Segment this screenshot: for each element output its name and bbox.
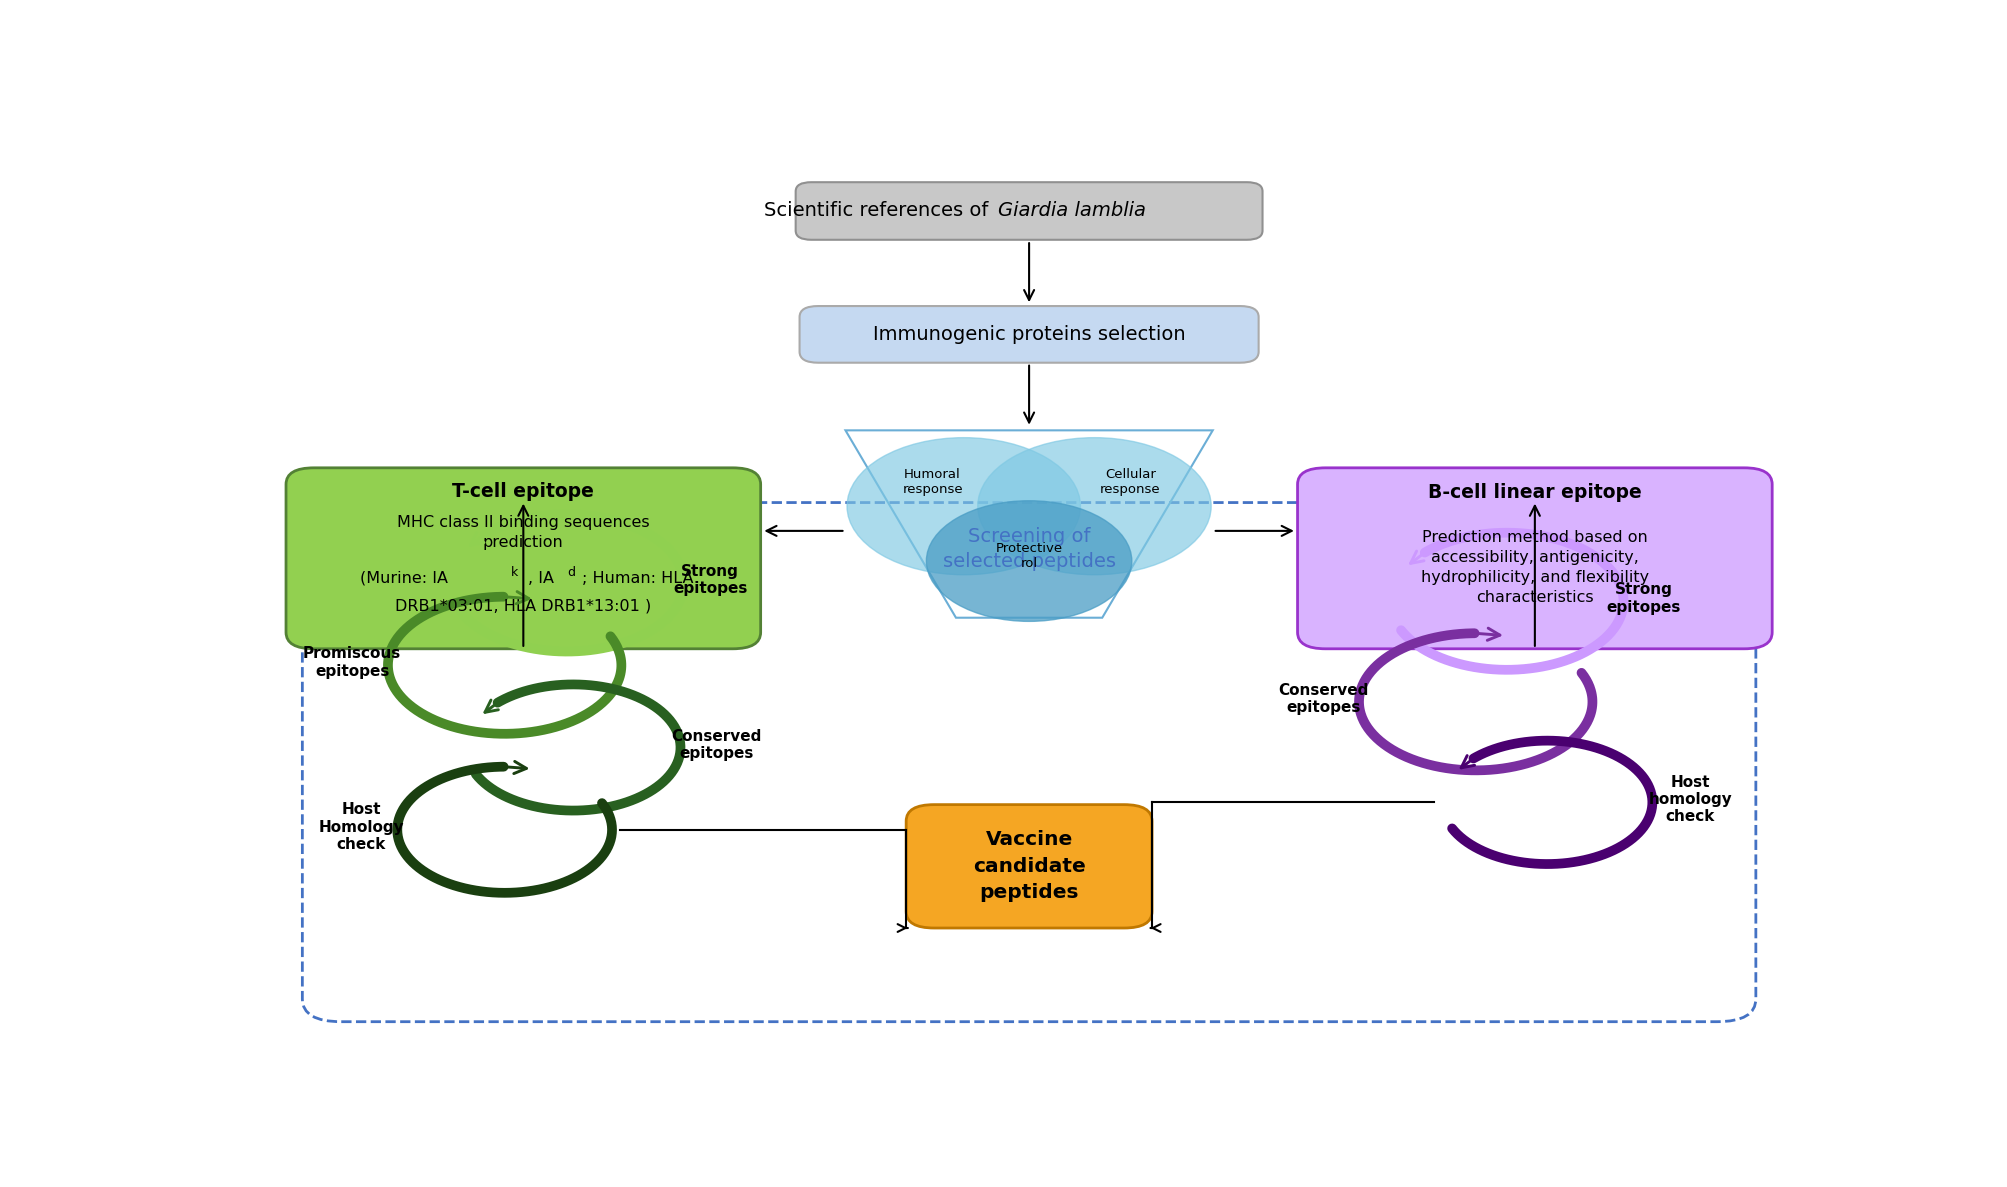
Text: Scientific references of: Scientific references of — [765, 202, 993, 221]
Circle shape — [977, 438, 1210, 575]
Text: Conserved
epitopes: Conserved epitopes — [670, 729, 761, 761]
Text: T-cell epitope: T-cell epitope — [452, 482, 594, 501]
Text: (Murine: IA: (Murine: IA — [359, 571, 448, 586]
Text: Cellular
response: Cellular response — [1100, 469, 1160, 496]
Text: Strong
epitopes: Strong epitopes — [672, 564, 747, 596]
Text: Protective
rol: Protective rol — [995, 541, 1062, 570]
Text: DRB1*03:01, HLA DRB1*13:01 ): DRB1*03:01, HLA DRB1*13:01 ) — [395, 598, 650, 614]
FancyBboxPatch shape — [795, 182, 1262, 240]
Text: ; Human: HLA: ; Human: HLA — [582, 571, 694, 586]
Text: k: k — [510, 565, 518, 578]
Text: Immunogenic proteins selection: Immunogenic proteins selection — [873, 325, 1184, 344]
FancyBboxPatch shape — [285, 468, 761, 649]
Text: MHC class II binding sequences
prediction: MHC class II binding sequences predictio… — [397, 515, 650, 550]
Text: Screening of
selected peptides: Screening of selected peptides — [941, 527, 1116, 571]
Text: Giardia lamblia: Giardia lamblia — [997, 202, 1146, 221]
Text: Promiscous
epitopes: Promiscous epitopes — [303, 646, 401, 679]
Text: Strong
epitopes: Strong epitopes — [1606, 583, 1680, 615]
Text: Host
Homology
check: Host Homology check — [319, 802, 403, 852]
FancyBboxPatch shape — [1297, 468, 1772, 649]
FancyBboxPatch shape — [799, 306, 1258, 363]
Text: Vaccine
candidate
peptides: Vaccine candidate peptides — [971, 831, 1086, 902]
Text: Host
homology
check: Host homology check — [1648, 775, 1732, 825]
Circle shape — [925, 501, 1132, 621]
FancyBboxPatch shape — [905, 805, 1152, 928]
Text: Prediction method based on
accessibility, antigenicity,
hydrophilicity, and flex: Prediction method based on accessibility… — [1421, 531, 1648, 604]
Text: d: d — [566, 565, 574, 578]
Circle shape — [847, 438, 1080, 575]
Text: Humoral
response: Humoral response — [901, 469, 963, 496]
Text: Conserved
epitopes: Conserved epitopes — [1276, 683, 1367, 716]
Text: B-cell linear epitope: B-cell linear epitope — [1427, 483, 1642, 502]
Text: , IA: , IA — [528, 571, 554, 586]
